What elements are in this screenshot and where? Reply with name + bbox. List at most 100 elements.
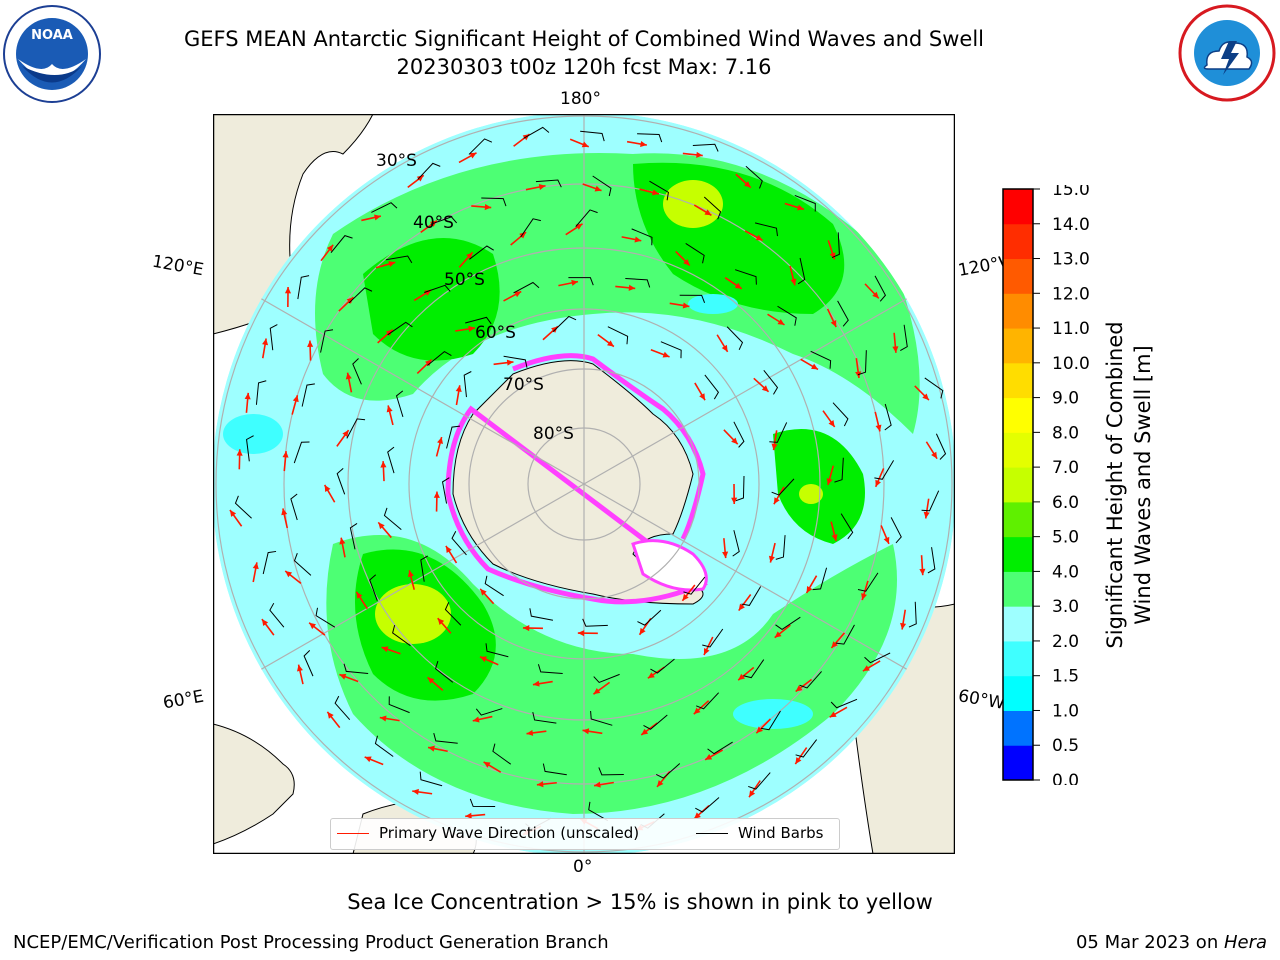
wind-barb bbox=[771, 478, 795, 496]
wind-barb bbox=[523, 126, 550, 139]
wave-arrow-head bbox=[433, 491, 440, 498]
wave-arrow-head bbox=[252, 562, 259, 570]
lat-label-40s: 40°S bbox=[413, 213, 454, 233]
wave-arrow-head bbox=[455, 385, 462, 393]
wave-arrow-head bbox=[339, 537, 346, 545]
wave-arrow-head bbox=[806, 586, 813, 594]
map-subtitle: 20230303 t00z 120h fcst Max: 7.16 bbox=[396, 55, 772, 79]
wave-arrow-head bbox=[699, 393, 706, 401]
wind-barb bbox=[520, 218, 541, 238]
wind-barb bbox=[469, 798, 496, 808]
colorbar-swatch bbox=[1003, 397, 1033, 433]
wave-arrow-head bbox=[506, 359, 514, 366]
colorbar-swatch bbox=[1003, 189, 1033, 225]
wind-barb bbox=[637, 133, 663, 143]
wave-arrow-head bbox=[285, 570, 293, 578]
wave-arrow-head bbox=[364, 756, 372, 763]
wave-arrow-head bbox=[593, 687, 601, 695]
wave-arrow-head bbox=[682, 593, 689, 601]
wind-barb bbox=[346, 418, 366, 439]
wave-arrow-head bbox=[774, 631, 782, 638]
colorbar-swatches bbox=[1003, 189, 1033, 781]
colorbar-svg: 0.0 0.5 1.0 1.5 2.0 3.0 4.0 5.0 6.0 7.0 8.0 9.0 10.0… bbox=[1002, 180, 1155, 791]
wave-arrow-head bbox=[538, 183, 546, 190]
wave-arrow-head bbox=[919, 568, 926, 576]
wave-arrow-head bbox=[292, 395, 299, 403]
wave-arrow-head bbox=[261, 619, 269, 626]
colorbar-swatch bbox=[1003, 536, 1033, 572]
wind-barb bbox=[568, 277, 594, 286]
wave-arrow-head bbox=[790, 278, 797, 286]
wind-barb bbox=[625, 277, 651, 288]
colorbar-ticks: 0.0 0.5 1.0 1.5 2.0 3.0 4.0 5.0 6.0 7.0 8.0 9.0 10.0… bbox=[1033, 180, 1090, 791]
wave-arrow-head bbox=[479, 656, 487, 663]
wind-barb bbox=[542, 763, 567, 776]
wind-barb bbox=[234, 495, 252, 519]
wind-barb bbox=[269, 602, 285, 628]
lat-label-80s: 80°S bbox=[533, 424, 574, 444]
colorbar-swatch bbox=[1003, 258, 1033, 294]
wind-barb bbox=[707, 741, 733, 755]
wind-barb bbox=[434, 660, 454, 683]
wind-barb bbox=[588, 801, 609, 822]
wind-barb bbox=[835, 624, 855, 645]
wind-barb bbox=[315, 607, 336, 628]
wind-barb bbox=[330, 235, 353, 254]
wind-barb bbox=[492, 743, 512, 765]
wind-barb bbox=[726, 326, 744, 351]
wave-arrow-head bbox=[652, 189, 659, 196]
wind-barb bbox=[679, 294, 706, 303]
wind-barb bbox=[463, 371, 472, 398]
wind-barb bbox=[529, 608, 554, 621]
wind-barb bbox=[419, 771, 443, 787]
wave-arrow-head bbox=[468, 325, 475, 332]
colorbar-tick-label: 0.5 bbox=[1052, 736, 1079, 756]
colorbar-swatch bbox=[1003, 432, 1033, 468]
wind-barb bbox=[336, 467, 346, 495]
wind-barb bbox=[582, 618, 608, 627]
wind-barb bbox=[334, 695, 351, 720]
wind-barb bbox=[481, 197, 507, 207]
colorbar-tick-label: 10.0 bbox=[1052, 354, 1090, 374]
footer-credit: NCEP/EMC/Verification Post Processing Pr… bbox=[13, 932, 609, 953]
wave-arrow-head bbox=[374, 214, 381, 221]
map-legend: Primary Wave Direction (unscaled) Wind B… bbox=[330, 818, 840, 850]
wind-barb bbox=[741, 586, 762, 606]
wave-arrow-head bbox=[262, 338, 269, 346]
wind-barb bbox=[444, 602, 462, 626]
colorbar-swatch bbox=[1003, 467, 1033, 503]
wave-arrow-head bbox=[693, 707, 701, 715]
colorbar-label-line2: Wind Waves and Swell [m] bbox=[1131, 345, 1155, 625]
colorbar-swatch bbox=[1003, 362, 1033, 399]
wind-barb bbox=[513, 281, 540, 294]
wave-arrow-head bbox=[811, 363, 819, 370]
wind-barb bbox=[704, 374, 720, 400]
wind-barb bbox=[371, 202, 398, 213]
wind-barb bbox=[735, 475, 745, 502]
wave-direction-arrows bbox=[229, 133, 938, 836]
wind-barb bbox=[745, 165, 763, 189]
wave-arrow-head bbox=[532, 680, 540, 687]
wind-barb bbox=[857, 572, 879, 592]
lon-label-0: 0° bbox=[573, 857, 593, 877]
wave-arrow-head bbox=[483, 761, 491, 768]
wave-arrow-head bbox=[828, 420, 835, 427]
wind-barb bbox=[503, 355, 528, 368]
wind-barb bbox=[446, 425, 460, 449]
colorbar-label-line1: Significant Height of Combined bbox=[1103, 321, 1127, 648]
wave-arrow-head bbox=[428, 745, 435, 752]
wind-barb bbox=[834, 457, 844, 483]
wind-barb bbox=[598, 767, 624, 776]
wave-arrow-head bbox=[284, 287, 292, 294]
wind-barb bbox=[761, 710, 781, 731]
colorbar-swatch bbox=[1003, 571, 1033, 607]
wave-arrow-head bbox=[388, 261, 396, 267]
polar-map: 30°S 40°S 50°S 60°S 70°S 80°S bbox=[212, 112, 956, 856]
wind-barb bbox=[775, 535, 786, 560]
map-frame bbox=[212, 113, 956, 855]
wind-barb bbox=[262, 550, 277, 575]
legend-wind-label: Wind Barbs bbox=[738, 824, 824, 842]
wave-arrow-head bbox=[577, 630, 585, 637]
wind-barb bbox=[797, 257, 806, 285]
wind-barb bbox=[301, 383, 315, 407]
